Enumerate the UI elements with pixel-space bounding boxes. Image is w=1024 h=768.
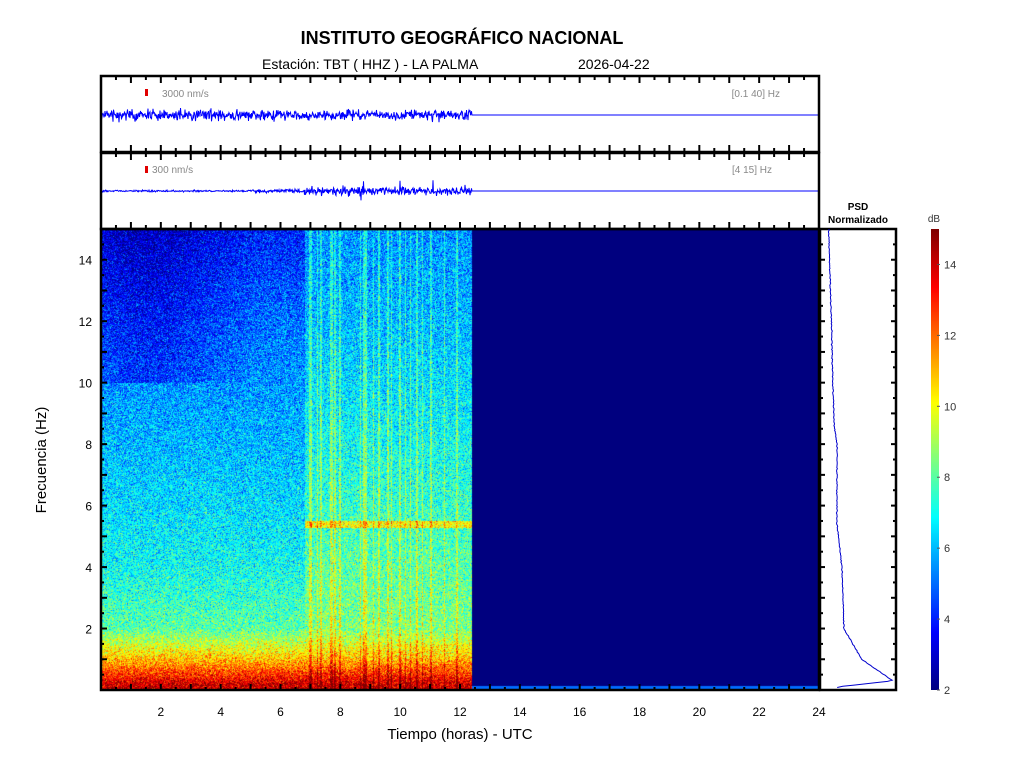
x-tick-label: 14 [513, 705, 527, 719]
trace1-scale-bar [145, 89, 148, 96]
x-tick-label: 6 [277, 705, 284, 719]
trace1-band: [0.1 40] Hz [732, 89, 780, 100]
colorbar-label: dB [928, 214, 941, 225]
y-axis-label: Frecuencia (Hz) [33, 407, 50, 514]
spectrogram-frame [99, 227, 821, 692]
spectrogram-heatmap [101, 229, 819, 690]
trace-1-waveform [100, 107, 819, 123]
colorbar [931, 229, 939, 690]
x-tick-label: 2 [157, 705, 164, 719]
y-tick-label: 2 [85, 623, 92, 637]
x-tick-label: 8 [337, 705, 344, 719]
y-tick-label: 8 [85, 438, 92, 452]
trace2-band: [4 15] Hz [732, 165, 772, 176]
colorbar-tick-label: 14 [944, 259, 956, 271]
trace2-scale-bar [145, 166, 148, 173]
colorbar-tick-label: 4 [944, 614, 950, 626]
x-tick-label: 12 [453, 705, 467, 719]
x-tick-label: 16 [573, 705, 587, 719]
colorbar-tick-label: 12 [944, 330, 956, 342]
x-tick-label: 18 [633, 705, 647, 719]
y-tick-label: 14 [79, 254, 93, 268]
psd-curve [827, 228, 894, 688]
psd-subtitle: Normalizado [828, 215, 888, 226]
chart-title: INSTITUTO GEOGRÁFICO NACIONAL [300, 28, 624, 48]
date-label: 2026-04-22 [578, 56, 650, 72]
psd-frame [818, 227, 898, 692]
x-axis-label: Tiempo (horas) - UTC [387, 726, 532, 743]
colorbar-tick-label: 10 [944, 401, 956, 413]
y-tick-label: 10 [79, 377, 93, 391]
x-tick-label: 22 [752, 705, 766, 719]
x-tick-label: 4 [217, 705, 224, 719]
colorbar-tick-label: 2 [944, 685, 950, 697]
station-label: Estación: TBT ( HHZ ) - LA PALMA [262, 56, 479, 72]
trace1-scale: 3000 nm/s [162, 89, 209, 100]
x-tick-label: 10 [393, 705, 407, 719]
trace-2-waveform [100, 180, 819, 201]
y-tick-label: 6 [85, 500, 92, 514]
y-tick-label: 4 [85, 561, 92, 575]
trace2-scale: 300 nm/s [152, 165, 193, 176]
x-tick-label: 24 [812, 705, 826, 719]
colorbar-tick-label: 8 [944, 472, 950, 484]
psd-title: PSD [848, 202, 869, 213]
y-tick-label: 12 [79, 315, 93, 329]
x-tick-label: 20 [693, 705, 707, 719]
colorbar-tick-label: 6 [944, 543, 950, 555]
